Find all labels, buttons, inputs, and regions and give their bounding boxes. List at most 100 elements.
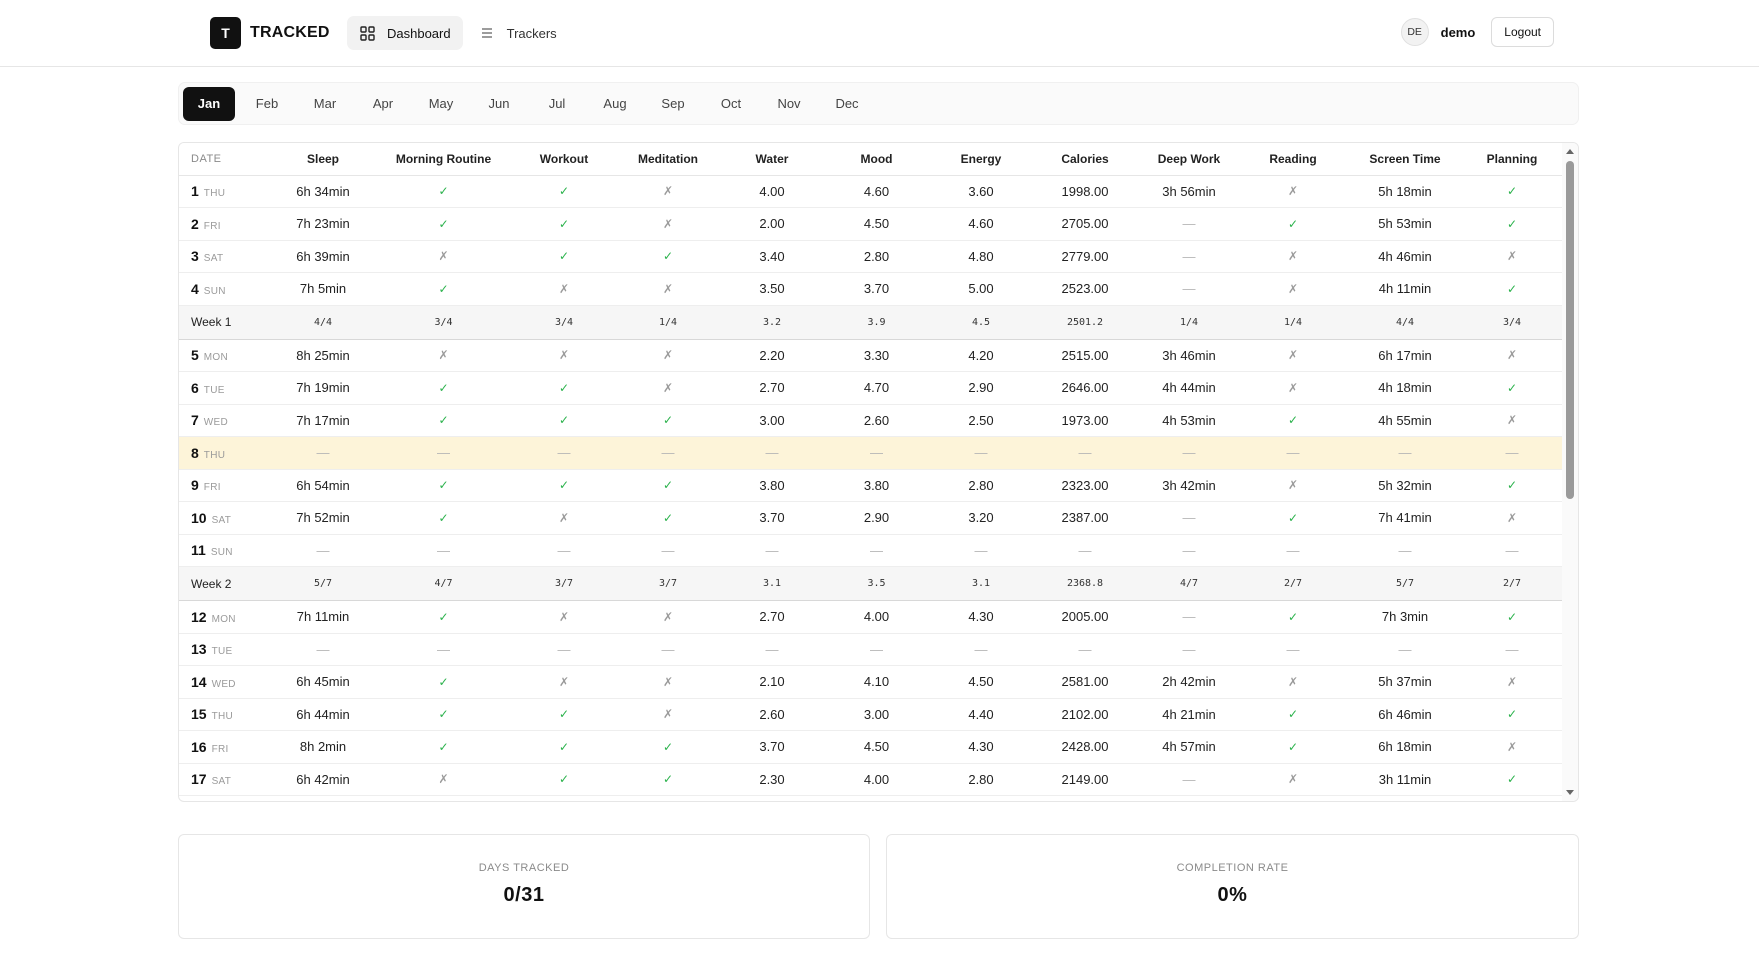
empty-cell[interactable]: — — [724, 534, 820, 567]
cross-icon[interactable]: ✗ — [612, 207, 724, 241]
check-icon[interactable]: ✓ — [612, 730, 724, 764]
cross-icon[interactable]: ✗ — [516, 339, 612, 372]
table-cell[interactable]: 1973.00 — [1029, 404, 1141, 437]
logout-button[interactable]: Logout — [1491, 17, 1554, 47]
table-cell[interactable]: 8h 2min — [275, 730, 371, 764]
cross-icon[interactable]: ✗ — [1237, 665, 1349, 699]
table-cell[interactable]: 4.00 — [820, 600, 933, 634]
table-cell[interactable]: 6h 18min — [1349, 730, 1461, 764]
empty-cell[interactable]: — — [1141, 501, 1237, 535]
empty-cell[interactable]: — — [612, 436, 724, 470]
table-cell[interactable]: 2581.00 — [1029, 665, 1141, 699]
table-cell[interactable]: 5h 37min — [1349, 665, 1461, 699]
table-cell[interactable]: 4.50 — [820, 207, 933, 241]
cross-icon[interactable]: ✗ — [371, 339, 516, 372]
check-icon[interactable]: ✓ — [1237, 698, 1349, 731]
scrollbar-thumb[interactable] — [1566, 161, 1574, 499]
empty-cell[interactable]: — — [275, 633, 371, 666]
table-cell[interactable]: 4.00 — [724, 175, 820, 208]
empty-cell[interactable]: — — [933, 633, 1029, 666]
table-cell[interactable]: 4.40 — [933, 698, 1029, 731]
nav-trackers[interactable]: Trackers — [467, 16, 569, 50]
table-cell[interactable]: 3.20 — [933, 501, 1029, 535]
table-cell[interactable]: 2.80 — [933, 763, 1029, 796]
empty-cell[interactable]: — — [1141, 207, 1237, 241]
column-header-deep-work[interactable]: Deep Work — [1141, 143, 1237, 176]
cross-icon[interactable]: ✗ — [1461, 730, 1562, 764]
check-icon[interactable]: ✓ — [516, 469, 612, 502]
month-tab-feb[interactable]: Feb — [255, 96, 279, 111]
cross-icon[interactable]: ✗ — [371, 240, 516, 273]
empty-cell[interactable]: — — [371, 436, 516, 470]
table-cell[interactable]: 3.70 — [820, 272, 933, 306]
column-header-calories[interactable]: Calories — [1029, 143, 1141, 176]
cross-icon[interactable]: ✗ — [612, 272, 724, 306]
table-cell[interactable]: 6h 17min — [1349, 339, 1461, 372]
scroll-up-arrow-icon[interactable] — [1566, 149, 1574, 154]
table-cell[interactable]: 4.20 — [933, 339, 1029, 372]
table-cell[interactable]: 4h 44min — [1141, 371, 1237, 405]
table-cell[interactable]: 2.80 — [820, 240, 933, 273]
table-cell[interactable]: 6h 54min — [275, 469, 371, 502]
table-cell[interactable]: 4.50 — [820, 730, 933, 764]
month-tab-sep[interactable]: Sep — [661, 96, 685, 111]
table-cell[interactable]: 5.00 — [933, 272, 1029, 306]
column-header-reading[interactable]: Reading — [1237, 143, 1349, 176]
check-icon[interactable]: ✓ — [612, 501, 724, 535]
table-cell[interactable]: 2515.00 — [1029, 339, 1141, 372]
table-cell[interactable]: 4.10 — [820, 665, 933, 699]
check-icon[interactable]: ✓ — [1237, 404, 1349, 437]
empty-cell[interactable]: — — [933, 534, 1029, 567]
check-icon[interactable]: ✓ — [371, 665, 516, 699]
table-cell[interactable]: 6h 46min — [1349, 698, 1461, 731]
cross-icon[interactable]: ✗ — [1237, 371, 1349, 405]
table-cell[interactable]: 3.80 — [724, 469, 820, 502]
empty-cell[interactable]: — — [724, 633, 820, 666]
empty-cell[interactable]: — — [820, 436, 933, 470]
empty-cell[interactable]: — — [1141, 633, 1237, 666]
check-icon[interactable]: ✓ — [371, 469, 516, 502]
table-cell[interactable]: 4.30 — [933, 730, 1029, 764]
cross-icon[interactable]: ✗ — [1237, 763, 1349, 796]
empty-cell[interactable]: — — [1237, 436, 1349, 470]
empty-cell[interactable]: — — [1141, 240, 1237, 273]
empty-cell[interactable]: — — [1141, 600, 1237, 634]
table-cell[interactable]: 2.20 — [724, 339, 820, 372]
table-cell[interactable]: 3.40 — [724, 240, 820, 273]
table-cell[interactable]: 4.80 — [933, 240, 1029, 273]
empty-cell[interactable]: — — [1029, 436, 1141, 470]
column-header-morning-routine[interactable]: Morning Routine — [371, 143, 516, 176]
table-cell[interactable]: 4.70 — [820, 371, 933, 405]
table-cell[interactable]: 7h 17min — [275, 404, 371, 437]
table-cell[interactable]: 7h 5min — [275, 272, 371, 306]
scroll-down-arrow-icon[interactable] — [1566, 790, 1574, 795]
check-icon[interactable]: ✓ — [1461, 763, 1562, 796]
table-cell[interactable]: 5h 18min — [1349, 175, 1461, 208]
column-header-screen-time[interactable]: Screen Time — [1349, 143, 1461, 176]
empty-cell[interactable]: — — [1461, 534, 1562, 567]
empty-cell[interactable]: — — [1141, 436, 1237, 470]
empty-cell[interactable]: — — [516, 436, 612, 470]
check-icon[interactable]: ✓ — [371, 600, 516, 634]
month-tab-mar[interactable]: Mar — [313, 96, 337, 111]
table-cell[interactable]: 4h 46min — [1349, 240, 1461, 273]
check-icon[interactable]: ✓ — [1237, 730, 1349, 764]
table-cell[interactable]: 2.60 — [820, 404, 933, 437]
table-cell[interactable]: 3.50 — [724, 272, 820, 306]
empty-cell[interactable]: — — [371, 534, 516, 567]
check-icon[interactable]: ✓ — [371, 272, 516, 306]
table-cell[interactable]: 3h 56min — [1141, 175, 1237, 208]
cross-icon[interactable]: ✗ — [1237, 175, 1349, 208]
table-cell[interactable]: 7h 3min — [1349, 600, 1461, 634]
empty-cell[interactable]: — — [820, 633, 933, 666]
table-cell[interactable]: 6h 42min — [275, 763, 371, 796]
check-icon[interactable]: ✓ — [1461, 371, 1562, 405]
table-cell[interactable]: 7h 11min — [275, 600, 371, 634]
empty-cell[interactable]: — — [516, 633, 612, 666]
cross-icon[interactable]: ✗ — [1237, 272, 1349, 306]
empty-cell[interactable]: — — [724, 436, 820, 470]
cross-icon[interactable]: ✗ — [612, 698, 724, 731]
table-cell[interactable]: 3.70 — [724, 730, 820, 764]
check-icon[interactable]: ✓ — [612, 763, 724, 796]
cross-icon[interactable]: ✗ — [612, 600, 724, 634]
